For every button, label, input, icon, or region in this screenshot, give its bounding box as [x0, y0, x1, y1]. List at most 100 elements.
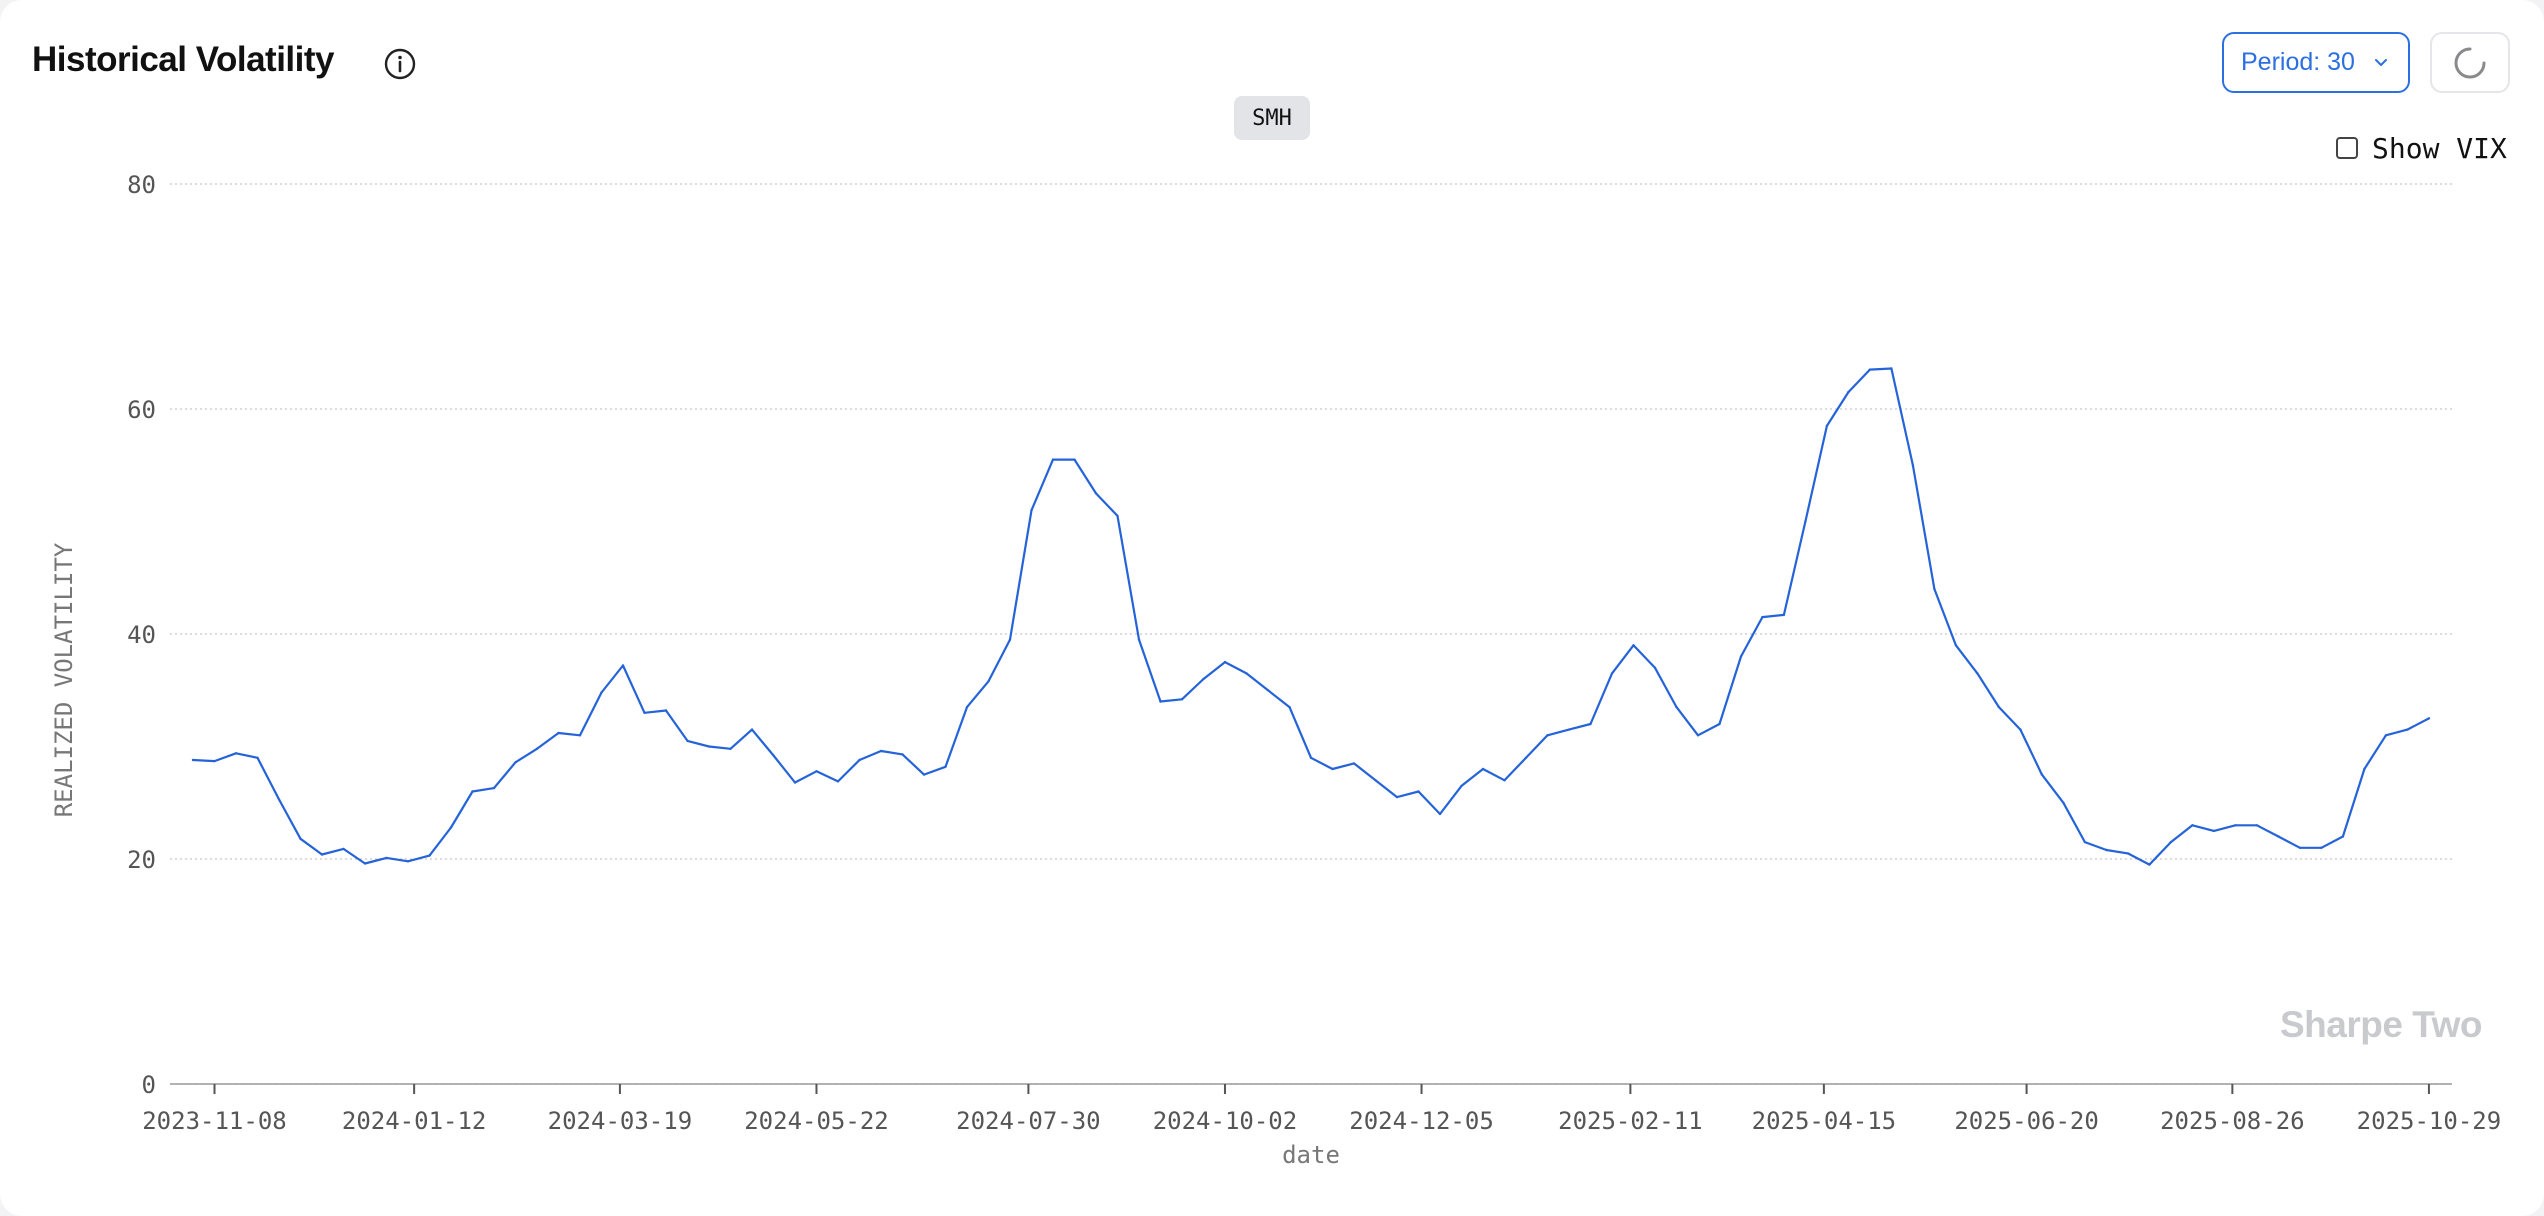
- data-point: [2234, 824, 2237, 827]
- loading-spinner-icon: [2454, 47, 2486, 78]
- data-point: [1567, 728, 1571, 731]
- x-axis-title: date: [1282, 1141, 1340, 1169]
- data-point: [2126, 852, 2130, 855]
- info-circle-icon[interactable]: [381, 45, 419, 83]
- data-point: [1890, 367, 1893, 370]
- data-point: [1653, 666, 1657, 669]
- data-point: [1632, 644, 1635, 647]
- data-point: [987, 680, 990, 683]
- data-point: [1460, 784, 1463, 788]
- data-point: [729, 747, 732, 750]
- data-point: [879, 749, 883, 753]
- data-point: [1911, 464, 1915, 467]
- x-tick-label: 2024-05-22: [744, 1107, 889, 1135]
- data-point: [471, 790, 474, 793]
- data-point: [2105, 848, 2108, 852]
- data-point: [514, 761, 517, 764]
- data-point: [1825, 424, 1829, 428]
- data-point: [858, 758, 861, 762]
- data-point: [213, 759, 216, 763]
- data-point: [707, 745, 711, 748]
- show-vix-label: Show VIX: [2372, 131, 2507, 165]
- x-tick-label: 2024-10-02: [1153, 1107, 1298, 1135]
- data-point: [1288, 705, 1291, 709]
- data-point: [1675, 705, 1678, 709]
- data-point: [793, 781, 797, 784]
- data-point: [1395, 795, 1399, 799]
- data-point: [2040, 773, 2044, 776]
- data-point: [621, 664, 625, 667]
- data-point: [2169, 840, 2173, 844]
- data-point: [2384, 734, 2388, 737]
- data-point: [1309, 756, 1313, 759]
- y-tick-label: 0: [142, 1071, 156, 1099]
- data-point: [1503, 779, 1506, 782]
- data-point: [1030, 509, 1033, 512]
- data-point: [557, 731, 560, 735]
- page-title: Historical Volatility: [32, 40, 335, 79]
- data-point: [836, 780, 840, 783]
- data-point: [1094, 492, 1098, 495]
- data-point: [406, 860, 410, 863]
- refresh-button[interactable]: [2430, 32, 2510, 93]
- show-vix-toggle[interactable]: Show VIX: [2336, 130, 2507, 166]
- data-point: [277, 798, 281, 801]
- data-point: [750, 728, 754, 731]
- data-point: [1116, 514, 1119, 518]
- data-point: [664, 709, 668, 712]
- data-point: [1804, 520, 1807, 523]
- period-select[interactable]: Period: 30: [2222, 32, 2410, 93]
- data-point: [1073, 458, 1076, 461]
- data-point: [1782, 613, 1786, 617]
- data-point: [2320, 846, 2323, 849]
- data-point: [1954, 644, 1958, 647]
- data-point: [1417, 790, 1420, 793]
- data-point: [643, 711, 646, 714]
- data-point: [428, 854, 431, 857]
- x-tick-label: 2024-12-05: [1349, 1107, 1494, 1135]
- x-tick-label: 2024-01-12: [342, 1107, 487, 1135]
- data-point: [600, 691, 603, 694]
- x-tick-label: 2025-06-20: [1954, 1107, 2099, 1135]
- y-tick-label: 20: [127, 846, 156, 874]
- data-point: [191, 758, 195, 762]
- data-point: [1546, 734, 1549, 737]
- x-tick-label: 2025-04-15: [1752, 1107, 1897, 1135]
- x-tick-label: 2024-07-30: [956, 1107, 1101, 1135]
- data-point: [1352, 762, 1356, 765]
- data-point: [815, 770, 818, 773]
- x-tick-label: 2025-10-29: [2357, 1107, 2502, 1135]
- volatility-series-line: [191, 367, 2430, 866]
- y-axis-ticks: 0 20 40 60 80: [127, 171, 156, 1099]
- x-tick-label: 2025-08-26: [2160, 1107, 2305, 1135]
- data-point: [944, 765, 947, 768]
- x-tick-label: 2023-11-08: [142, 1107, 287, 1135]
- y-tick-label: 80: [127, 171, 156, 199]
- data-point: [2019, 728, 2022, 731]
- data-point: [234, 752, 238, 755]
- data-point: [1159, 700, 1162, 703]
- data-point: [1245, 672, 1248, 675]
- watermark: Sharpe Two: [2280, 1004, 2482, 1045]
- data-point: [2062, 801, 2065, 804]
- data-point: [1374, 779, 1377, 782]
- data-point: [2277, 835, 2280, 838]
- data-point: [2148, 863, 2151, 866]
- data-point: [578, 734, 582, 737]
- show-vix-checkbox[interactable]: [2336, 137, 2358, 159]
- data-point: [1847, 390, 1850, 394]
- data-point: [1180, 698, 1184, 701]
- data-point: [2191, 824, 2194, 827]
- data-point: [342, 847, 345, 851]
- data-point: [1696, 734, 1700, 737]
- data-point: [363, 862, 367, 865]
- chart-series: [191, 367, 2431, 866]
- data-point: [385, 856, 388, 860]
- data-point: [1868, 368, 1872, 371]
- data-point: [1481, 767, 1485, 771]
- data-point: [1761, 615, 1764, 619]
- data-point: [1266, 689, 1270, 692]
- x-tick-label: 2024-03-19: [548, 1107, 693, 1135]
- data-point: [492, 786, 496, 790]
